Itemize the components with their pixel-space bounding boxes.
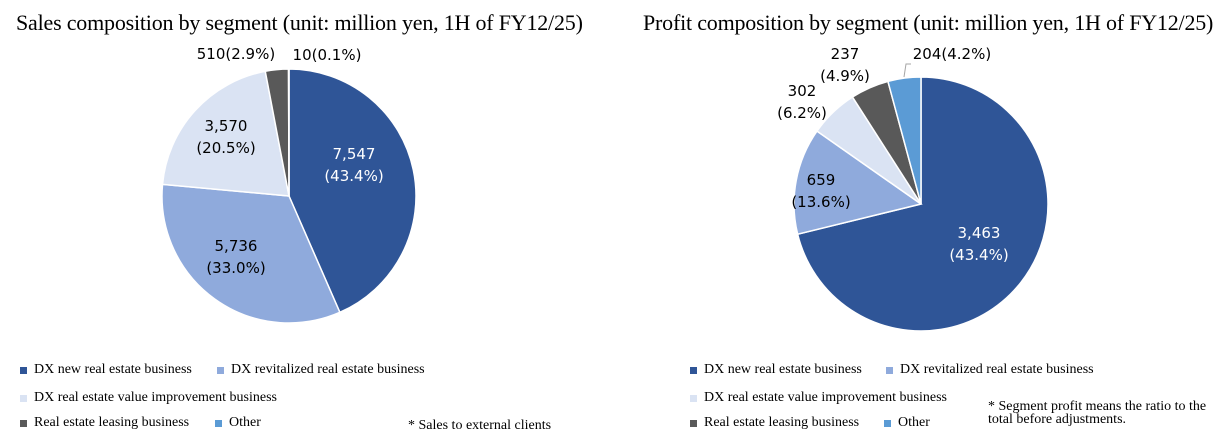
- sales-slice-dx-value: [161, 70, 290, 197]
- sales-chart-title: Sales composition by segment (unit: mill…: [16, 10, 583, 35]
- sales-pie-chart: 7,547 (43.4%) 5,736 (33.0%) 3,570 (20.5%) 510(…: [161, 45, 417, 324]
- sales-data-label-other: 10(0.1%): [293, 46, 362, 64]
- legend-swatch-other: [884, 419, 891, 427]
- legend-swatch-leasing: [690, 419, 697, 427]
- legend-swatch-dx-revitalized: [886, 366, 893, 374]
- profit-legend-leasing: Real estate leasing business: [690, 415, 859, 431]
- profit-data-label-dx-new: 3,463 (43.4%): [949, 224, 1008, 264]
- profit-legend-other: Other: [884, 415, 930, 431]
- legend-label: DX new real estate business: [34, 362, 192, 377]
- profit-data-label-dx-revitalized: 659 (13.6%): [791, 171, 850, 211]
- profit-legend-dx-revitalized: DX revitalized real estate business: [886, 362, 1094, 378]
- sales-chart-panel: Sales composition by segment (unit: mill…: [0, 0, 600, 445]
- sales-legend-dx-value: DX real estate value improvement busines…: [20, 390, 277, 406]
- sales-slice-dx-revitalized: [161, 183, 341, 324]
- legend-swatch-dx-value: [20, 394, 27, 402]
- legend-label: DX revitalized real estate business: [900, 362, 1094, 377]
- legend-label: DX real estate value improvement busines…: [704, 390, 947, 405]
- legend-swatch-dx-revitalized: [217, 366, 224, 374]
- legend-label: DX new real estate business: [704, 362, 862, 377]
- profit-legend-dx-value: DX real estate value improvement busines…: [690, 390, 947, 406]
- legend-label: Real estate leasing business: [704, 415, 860, 430]
- profit-chart-panel: Profit composition by segment (unit: mil…: [620, 0, 1213, 445]
- profit-note: * Segment profit means the ratio to the …: [988, 399, 1207, 427]
- sales-data-label-dx-value: 3,570 (20.5%): [196, 117, 255, 157]
- legend-label: Real estate leasing business: [34, 415, 190, 430]
- profit-slice-dx-revitalized: [793, 130, 923, 236]
- sales-legend-dx-revitalized: DX revitalized real estate business: [217, 362, 425, 378]
- sales-legend-leasing: Real estate leasing business: [20, 415, 189, 431]
- sales-data-label-dx-new: 7,547 (43.4%): [324, 145, 383, 185]
- sales-data-label-dx-revitalized: 5,736 (33.0%): [206, 237, 265, 277]
- sales-note: * Sales to external clients: [408, 418, 552, 433]
- profit-data-label-other: 204(4.2%): [913, 45, 991, 63]
- legend-swatch-dx-value: [690, 394, 697, 402]
- legend-label: Other: [229, 415, 261, 430]
- profit-data-label-dx-value: 302 (6.2%): [777, 82, 827, 122]
- sales-slice-dx-new: [288, 68, 417, 314]
- legend-swatch-dx-new: [690, 366, 697, 374]
- sales-legend-other: Other: [215, 415, 261, 431]
- profit-leader-line-0: [903, 63, 911, 78]
- legend-label: DX revitalized real estate business: [231, 362, 425, 377]
- legend-swatch-dx-new: [20, 366, 27, 374]
- profit-data-label-leasing: 237 (4.9%): [820, 45, 870, 85]
- sales-data-label-leasing: 510(2.9%): [197, 45, 275, 63]
- profit-pie-chart: 3,463 (43.4%) 659 (13.6%) 302 (6.2%)237 (4.9%)…: [777, 45, 1049, 332]
- legend-swatch-leasing: [20, 419, 27, 427]
- legend-label: Other: [898, 415, 930, 430]
- sales-legend-dx-new: DX new real estate business: [20, 362, 192, 378]
- profit-legend-dx-new: DX new real estate business: [690, 362, 862, 378]
- legend-swatch-other: [215, 419, 222, 427]
- profit-slice-other: [887, 76, 922, 205]
- legend-label: DX real estate value improvement busines…: [34, 390, 277, 405]
- profit-chart-title: Profit composition by segment (unit: mil…: [643, 10, 1213, 35]
- profit-slice-dx-new: [796, 76, 1049, 332]
